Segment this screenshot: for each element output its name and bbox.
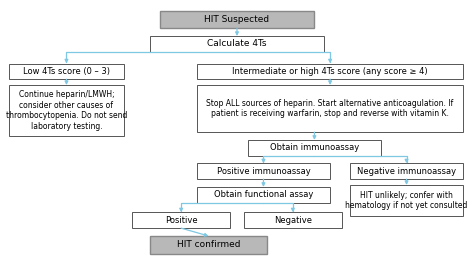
FancyBboxPatch shape <box>132 212 230 228</box>
FancyBboxPatch shape <box>350 164 464 179</box>
FancyBboxPatch shape <box>197 85 464 132</box>
Text: Continue heparin/LMWH;
consider other causes of
thrombocytopenia. Do not send
la: Continue heparin/LMWH; consider other ca… <box>6 90 127 131</box>
Text: Negative immunoassay: Negative immunoassay <box>357 167 456 176</box>
FancyBboxPatch shape <box>350 185 464 216</box>
Text: Negative: Negative <box>274 216 312 225</box>
FancyBboxPatch shape <box>197 187 330 203</box>
FancyBboxPatch shape <box>244 212 342 228</box>
FancyBboxPatch shape <box>150 36 324 52</box>
Text: Positive immunoassay: Positive immunoassay <box>217 167 310 176</box>
Text: Obtain functional assay: Obtain functional assay <box>214 190 313 199</box>
Text: Obtain immunoassay: Obtain immunoassay <box>270 143 359 152</box>
FancyBboxPatch shape <box>150 236 267 254</box>
FancyBboxPatch shape <box>197 164 330 179</box>
Text: Intermediate or high 4Ts score (any score ≥ 4): Intermediate or high 4Ts score (any scor… <box>232 67 428 76</box>
FancyBboxPatch shape <box>160 11 314 28</box>
FancyBboxPatch shape <box>9 64 124 79</box>
Text: Calculate 4Ts: Calculate 4Ts <box>207 39 267 48</box>
Text: Low 4Ts score (0 – 3): Low 4Ts score (0 – 3) <box>23 67 110 76</box>
FancyBboxPatch shape <box>248 140 381 156</box>
FancyBboxPatch shape <box>9 85 124 136</box>
FancyBboxPatch shape <box>197 64 464 79</box>
Text: Stop ALL sources of heparin. Start alternative anticoagulation. If
patient is re: Stop ALL sources of heparin. Start alter… <box>207 99 454 118</box>
Text: Positive: Positive <box>165 216 198 225</box>
Text: HIT unlikely; confer with
hematology if not yet consulted: HIT unlikely; confer with hematology if … <box>346 191 468 210</box>
Text: HIT confirmed: HIT confirmed <box>177 240 240 249</box>
Text: HIT Suspected: HIT Suspected <box>204 15 270 24</box>
